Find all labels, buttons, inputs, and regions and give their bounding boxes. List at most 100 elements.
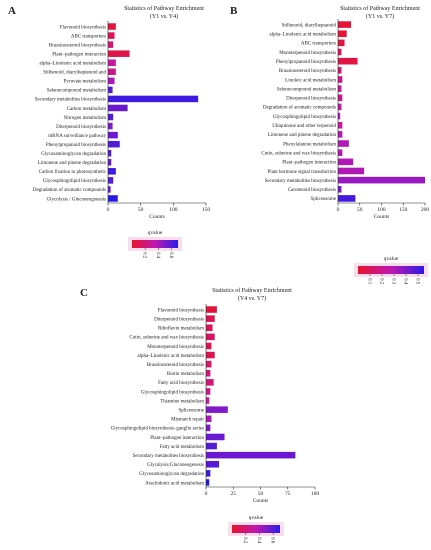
bar: [108, 32, 115, 39]
category-label: Plant hormone signal transduction: [268, 170, 337, 175]
bar: [108, 186, 111, 193]
bar: [206, 360, 212, 368]
bar: [108, 50, 130, 57]
bar: [338, 149, 343, 156]
category-label: Secondary metabolites biosynthesis: [265, 179, 336, 184]
category-label: Carotenoid biosynthesis: [288, 188, 336, 193]
bar: [206, 433, 225, 441]
bar: [108, 41, 114, 48]
bar: [108, 104, 128, 112]
bar: [338, 140, 349, 147]
category-label: Limonene and pinene degradation: [268, 133, 337, 138]
bar: [108, 59, 116, 66]
category-label: Glycolysis/Gluconeogenesis: [147, 463, 204, 468]
x-tick-label: 100: [377, 207, 386, 213]
x-axis-title: Counts: [149, 214, 165, 220]
category-label: Mismatch repair: [171, 418, 204, 423]
category-label: Ubiquinone and other terpenoid: [272, 124, 336, 129]
category-label: Diterpenoid biosynthesis: [286, 97, 336, 102]
category-label: Biotin metabolism: [167, 372, 204, 377]
category-label: Fatty acid biosynthesis: [158, 381, 204, 386]
category-label: Diterpenoid biosynthesis: [56, 125, 106, 130]
x-tick-label: 50: [357, 207, 363, 213]
legend-tick-label: 0.2: [379, 278, 384, 285]
bar: [338, 112, 341, 120]
category-label: Glycosphingolipid biosynthesis–ganglio s…: [111, 427, 204, 432]
bar: [108, 95, 199, 103]
bar: [108, 77, 115, 85]
x-tick-label: 75: [285, 491, 291, 497]
category-label: Arachidonic acid metabolism: [145, 481, 204, 486]
panel-label: B: [230, 5, 238, 17]
legend-colorbar: [358, 266, 424, 274]
category-label: ABC transporters: [71, 34, 106, 39]
category-label: Glycosaminoglycan degradation: [41, 152, 106, 157]
legend-tick-label: 0.2: [142, 252, 147, 259]
category-label: Stilbenoid, diarylheptanoid and: [43, 71, 106, 76]
legend-title: qvalue: [384, 256, 399, 262]
category-label: Carbon fixation in photosynthetic: [39, 170, 107, 175]
bar: [108, 131, 118, 139]
category-label: Spliceosome: [310, 197, 336, 202]
chart-subtitle: (Y1 vs. Y4): [150, 13, 178, 20]
category-label: alpha–Linolenic acid metabolism: [39, 62, 106, 67]
legend-tick-label: 0.2: [242, 537, 247, 544]
x-tick-label: 100: [311, 491, 320, 497]
panel-label: C: [80, 287, 88, 299]
category-label: Secondary metabolites biosynthesis: [133, 454, 204, 459]
bar: [338, 195, 356, 202]
category-label: Secondary metabolites biosynthesis: [35, 98, 106, 103]
bar: [338, 30, 347, 38]
legend-title: qvalue: [249, 515, 264, 521]
category-label: Cutin, suberine and wax biosynthesis: [261, 151, 336, 156]
bar: [338, 85, 342, 92]
x-tick-label: 0: [337, 207, 340, 213]
bar: [108, 195, 118, 202]
bar: [108, 168, 116, 175]
bar: [206, 470, 211, 477]
bar: [338, 57, 358, 65]
bar: [338, 121, 343, 129]
category-label: Selenocompound metabolism: [277, 87, 336, 92]
bar: [108, 86, 113, 94]
qvalue-legend: qvalue 0.2 0.4 0.6: [128, 230, 182, 259]
legend-tick-label: 0.6: [168, 252, 173, 259]
bar: [206, 315, 215, 322]
x-tick-label: 0: [205, 491, 208, 497]
chart-panel-a: A Statistics of Pathway Enrichment(Y1 vs.…: [8, 5, 210, 259]
bar: [206, 324, 213, 332]
x-axis-title: Counts: [253, 498, 269, 504]
chart-panel-b: B Statistics of Pathway Enrichment(Y1 vs.…: [230, 5, 429, 285]
category-label: Stilbenoid, diarylheptanoid: [282, 23, 337, 28]
bar: [206, 388, 211, 395]
bar: [338, 167, 365, 175]
category-label: Plant–pathogen interaction: [150, 436, 204, 441]
bar: [108, 177, 114, 184]
legend-tick-label: 0.6: [270, 537, 275, 544]
category-label: alpha–Linolenic acid metabolism: [269, 33, 336, 38]
category-label: Pyruvate metabolism: [64, 80, 106, 85]
chart-panel-c: C Statistics of Pathway Enrichment(Y4 vs.…: [80, 287, 319, 544]
category-label: Spliceosome: [178, 408, 204, 413]
category-label: mRNA surveillance pathway: [48, 134, 106, 139]
qvalue-legend: qvalue 0.2 0.4 0.6: [228, 515, 284, 544]
bar: [206, 369, 211, 377]
bar: [108, 113, 114, 121]
legend-tick-label: 0.1: [367, 278, 372, 285]
category-label: Glycosphingolipid biosynthesis: [141, 390, 204, 395]
bar: [338, 67, 342, 74]
bar: [108, 122, 113, 130]
bar: [206, 424, 211, 432]
x-axis-title: Counts: [374, 214, 390, 220]
category-label: Flavonoid biosynthesis: [60, 25, 106, 30]
bar: [206, 460, 220, 468]
category-label: Glycosphingolipid biosynthesis: [273, 115, 336, 120]
category-label: alpha–Linolenic acid metabolism: [137, 354, 204, 359]
category-label: Glycolysis / Gluconeogenesis: [47, 197, 106, 202]
panel-label: A: [8, 5, 16, 17]
category-label: Phenylpropanoid biosynthesis: [276, 60, 336, 65]
category-label: Riboflavin metabolism: [158, 327, 204, 332]
bar: [338, 94, 343, 102]
bar: [338, 158, 354, 166]
bar: [206, 342, 212, 350]
